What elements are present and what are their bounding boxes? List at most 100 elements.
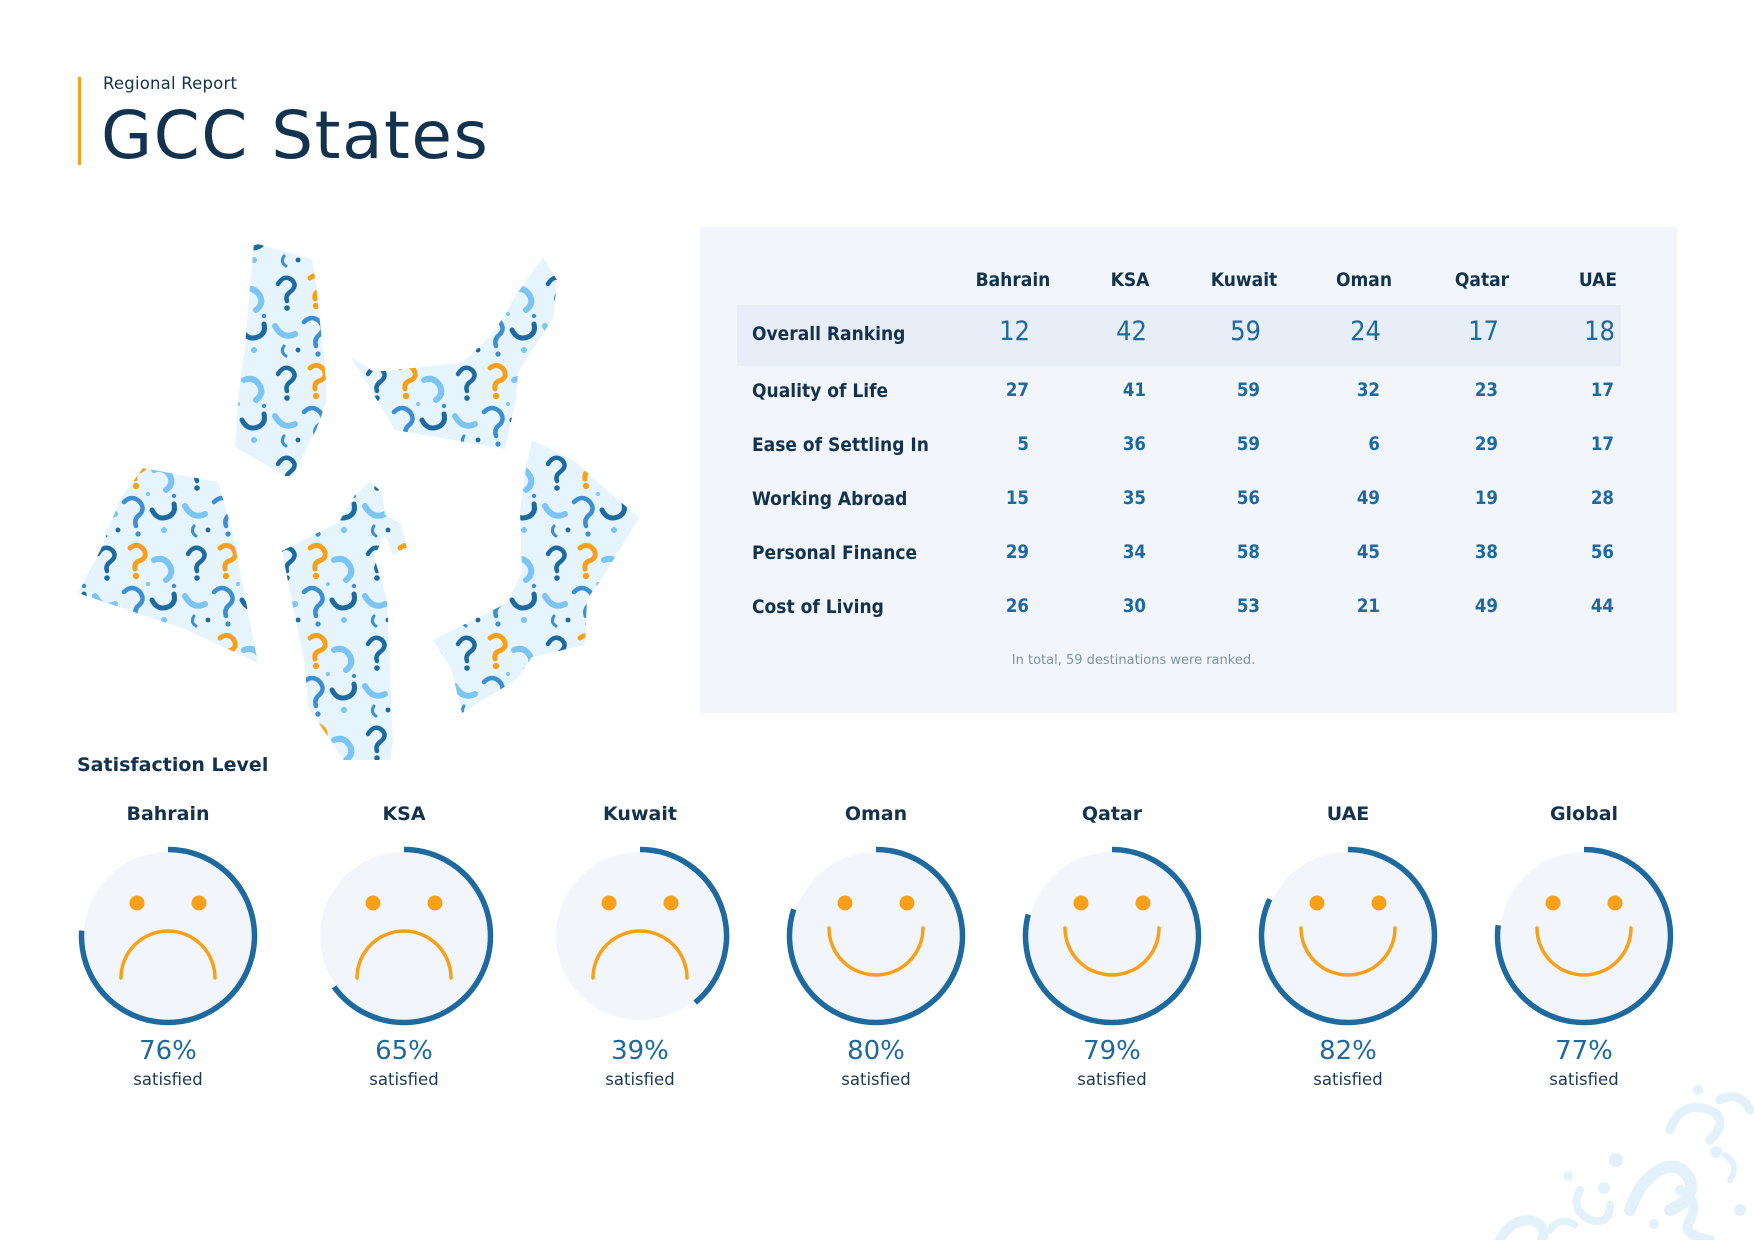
- smiley-face-icon: [1022, 846, 1202, 1026]
- rank-cell-ksa: 35: [1122, 488, 1146, 509]
- face-eye: [191, 895, 207, 911]
- face-background: [1500, 852, 1668, 1020]
- rank-cell-uae: 44: [1590, 596, 1614, 617]
- rank-cell-ksa: 41: [1122, 380, 1146, 401]
- face-eye: [129, 895, 145, 911]
- rank-cell-uae: 56: [1590, 542, 1614, 563]
- face-eye: [1073, 895, 1089, 911]
- face-eye: [837, 895, 853, 911]
- face-eye: [1545, 895, 1561, 911]
- satisfaction-section-title: Satisfaction Level: [77, 754, 269, 776]
- smiley-face-icon: [1258, 846, 1438, 1026]
- satisfaction-caption: satisfied: [1077, 1070, 1147, 1089]
- satisfaction-percent: 79%: [1083, 1036, 1141, 1066]
- satisfaction-percent: 80%: [847, 1036, 905, 1066]
- rank-cell-ksa: 36: [1122, 434, 1146, 455]
- face-eye: [663, 895, 679, 911]
- rank-cell-kuwait: 59: [1236, 434, 1260, 455]
- rank-cell-ksa: 30: [1122, 596, 1146, 617]
- face-background: [320, 852, 488, 1020]
- rank-cell-oman: 32: [1356, 380, 1380, 401]
- rank-cell-oman: 21: [1356, 596, 1380, 617]
- smile-mouth: [1063, 926, 1161, 977]
- map-shape-bahrain: [282, 482, 407, 760]
- rank-cell-qatar: 19: [1474, 488, 1498, 509]
- satisfaction-item-global: Global 77% satisfied: [1466, 800, 1702, 1100]
- row-label: Overall Ranking: [752, 323, 906, 345]
- row-label: Personal Finance: [752, 542, 918, 564]
- satisfaction-percent: 39%: [611, 1036, 669, 1066]
- satisfaction-caption: satisfied: [1313, 1070, 1383, 1089]
- satisfaction-item-ksa: KSA 65% satisfied: [286, 800, 522, 1100]
- frown-mouth: [119, 929, 217, 980]
- sad-face-icon: [78, 846, 258, 1026]
- satisfaction-country-label: Kuwait: [603, 803, 677, 825]
- rank-cell-oman: 6: [1368, 434, 1380, 455]
- satisfaction-item-bahrain: Bahrain 76% satisfied: [50, 800, 286, 1100]
- satisfaction-progress-arc: [331, 846, 494, 1026]
- row-label: Working Abroad: [752, 488, 908, 510]
- satisfaction-item-uae: UAE 82% satisfied: [1230, 800, 1466, 1100]
- rank-cell-oman: 24: [1350, 316, 1381, 347]
- rank-cell-kuwait: 59: [1230, 316, 1261, 347]
- page-title: GCC States: [101, 97, 490, 174]
- satisfaction-caption: satisfied: [133, 1070, 203, 1089]
- satisfaction-country-label: Bahrain: [126, 803, 210, 825]
- row-label: Ease of Settling In: [752, 434, 929, 456]
- satisfaction-item-oman: Oman 80% satisfied: [758, 800, 994, 1100]
- column-header-ksa: KSA: [1110, 269, 1150, 291]
- row-label: Cost of Living: [752, 596, 884, 618]
- smiley-face-icon: [786, 846, 966, 1026]
- rank-cell-kuwait: 56: [1236, 488, 1260, 509]
- rank-cell-uae: 28: [1590, 488, 1614, 509]
- face-background: [556, 852, 724, 1020]
- rank-cell-qatar: 38: [1474, 542, 1498, 563]
- satisfaction-country-label: Qatar: [1081, 803, 1143, 825]
- smile-mouth: [1299, 926, 1397, 977]
- row-label: Quality of Life: [752, 380, 889, 402]
- frown-mouth: [355, 929, 453, 980]
- rank-cell-ksa: 34: [1122, 542, 1146, 563]
- map-shape-qatar: [78, 468, 258, 663]
- rank-cell-oman: 49: [1356, 488, 1380, 509]
- rank-cell-kuwait: 58: [1236, 542, 1260, 563]
- column-header-qatar: Qatar: [1454, 269, 1510, 291]
- face-background: [84, 852, 252, 1020]
- satisfaction-progress-arc: [639, 846, 730, 1005]
- rank-cell-qatar: 29: [1474, 434, 1498, 455]
- rank-cell-bahrain: 27: [1005, 380, 1029, 401]
- rank-cell-bahrain: 29: [1005, 542, 1029, 563]
- face-eye: [1607, 895, 1623, 911]
- satisfaction-country-label: KSA: [382, 803, 426, 825]
- rank-cell-kuwait: 59: [1236, 380, 1260, 401]
- face-eye: [899, 895, 915, 911]
- rank-cell-uae: 17: [1590, 434, 1614, 455]
- rank-cell-kuwait: 53: [1236, 596, 1260, 617]
- satisfaction-country-label: Oman: [844, 803, 908, 825]
- rank-cell-bahrain: 5: [1017, 434, 1029, 455]
- column-header-kuwait: Kuwait: [1210, 269, 1278, 291]
- satisfaction-caption: satisfied: [1549, 1070, 1619, 1089]
- satisfaction-percent: 65%: [375, 1036, 433, 1066]
- satisfaction-caption: satisfied: [605, 1070, 675, 1089]
- ranking-note: In total, 59 destinations were ranked.: [1011, 653, 1256, 668]
- ranking-table-panel: Bahrain KSA Kuwait Oman Qatar UAE Overall Ran…: [700, 227, 1677, 713]
- face-background: [792, 852, 960, 1020]
- satisfaction-country-label: Global: [1549, 803, 1619, 825]
- satisfaction-item-qatar: Qatar 79% satisfied: [994, 800, 1230, 1100]
- rank-cell-ksa: 42: [1116, 316, 1147, 347]
- rank-cell-bahrain: 26: [1005, 596, 1029, 617]
- rank-cell-uae: 18: [1584, 316, 1615, 347]
- report-subtitle: Regional Report: [103, 74, 238, 93]
- rank-cell-uae: 17: [1590, 380, 1614, 401]
- rank-cell-bahrain: 12: [999, 316, 1030, 347]
- sad-face-icon: [556, 846, 730, 1020]
- face-eye: [427, 895, 443, 911]
- column-header-oman: Oman: [1335, 269, 1393, 291]
- satisfaction-country-label: UAE: [1326, 803, 1370, 825]
- sad-face-icon: [320, 846, 494, 1026]
- face-eye: [1371, 895, 1387, 911]
- decorative-pattern-watermark: [1495, 1085, 1754, 1240]
- rank-cell-qatar: 17: [1468, 316, 1499, 347]
- satisfaction-progress-arc: [1258, 846, 1438, 1026]
